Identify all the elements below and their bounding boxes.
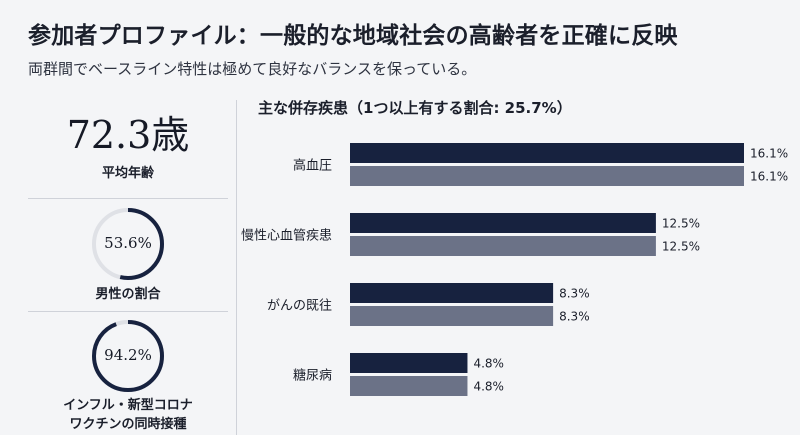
bar [350, 166, 744, 186]
data-label: 16.1% [750, 147, 788, 161]
bar [350, 213, 656, 233]
male-ratio-ring [92, 208, 164, 280]
data-label: 4.8% [473, 357, 504, 371]
bar [350, 283, 554, 303]
category-label: 慢性心血管疾患 [241, 228, 332, 244]
bar [350, 353, 468, 373]
category-label: 高血圧 [293, 158, 332, 174]
male-ratio-value: 53.6% [104, 234, 152, 252]
data-label: 12.5% [662, 240, 700, 254]
data-label: 4.8% [473, 380, 504, 394]
average-age-label: 平均年齢 [101, 166, 154, 181]
average-age-value: 72.3歳 [66, 113, 190, 157]
bar [350, 236, 656, 256]
bar [350, 143, 744, 163]
vaccine-ring-fill [92, 320, 164, 392]
stats-divider [28, 198, 228, 199]
vaccine-ratio-ring [92, 320, 164, 392]
data-label: 8.3% [559, 287, 590, 301]
category-label: 糖尿病 [293, 368, 332, 384]
vaccine-label-line2: ワクチンの同時接種 [69, 417, 187, 432]
stats-divider [28, 311, 228, 312]
male-ratio-label: 男性の割合 [95, 287, 161, 302]
title: 参加者プロファイル：一般的な地域社会の高齢者を正確に反映 [28, 23, 678, 49]
vaccine-label-line1: インフル・新型コロナ [63, 398, 193, 413]
vaccine-ratio-label: インフル・新型コロナ ワクチンの同時接種 [28, 396, 228, 434]
data-label: 8.3% [559, 310, 590, 324]
chart-title: 主な併存疾患（1つ以上有する割合: 25.7%） [258, 99, 572, 117]
data-label: 12.5% [662, 217, 700, 231]
category-label: がんの既往 [267, 299, 332, 314]
bar [350, 306, 554, 326]
data-label: 16.1% [750, 170, 788, 184]
panel-divider [236, 100, 237, 435]
male-ring-fill [92, 208, 164, 280]
stats-panel: 72.3歳 平均年齢 53.6% 男性の割合 94.2% インフル・新型コロナ … [28, 100, 228, 435]
vaccine-ratio-value: 94.2% [104, 346, 152, 364]
comorbidity-bar-chart: 高血圧 16.1% 16.1% 慢性心血管疾患 12.5% 12.5% がんの既往 8.3% 8… [241, 143, 788, 396]
subtitle: 両群間でベースライン特性は極めて良好なバランスを保っている。 [28, 60, 477, 78]
bar [350, 376, 468, 396]
